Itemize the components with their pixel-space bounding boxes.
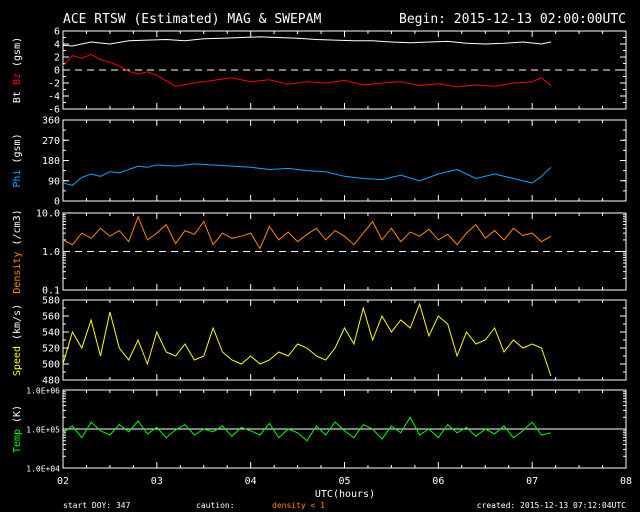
y-axis-label-part: Phi <box>12 170 23 188</box>
y-tick-label-density: 10.0 <box>36 209 60 220</box>
x-tick-label: 07 <box>526 476 538 487</box>
x-tick-label: 02 <box>57 476 69 487</box>
y-axis-label-speed: Speed (km/s) <box>12 304 23 376</box>
y-axis-label-mag: Bt Bz (gsm) <box>12 37 23 103</box>
y-tick-label-mag: 0 <box>54 66 60 77</box>
chart-panels: -6 -4 -2 0 2 4 6 Bt Bz (gsm) 0 90 180 270 360 Phi (gs… <box>12 27 627 474</box>
y-tick-label-speed: 480 <box>42 376 60 387</box>
y-tick-label-temp: 1.0E+06 <box>26 387 60 396</box>
y-tick-label-temp: 1.0E+04 <box>26 465 60 474</box>
chart-title: ACE RTSW (Estimated) MAG & SWEPAM <box>63 12 321 27</box>
y-axis-label-phi: Phi (gsm) <box>12 133 23 187</box>
x-axis-label: UTC(hours) <box>315 489 375 500</box>
y-tick-label-speed: 540 <box>42 328 60 339</box>
series-line-density <box>62 215 552 250</box>
created-time: created: 2015-12-13 07:12:04UTC <box>477 501 626 510</box>
y-tick-label-phi: 0 <box>54 197 60 208</box>
y-tick-label-speed: 560 <box>42 312 60 323</box>
y-axis-label-part: (/cm3) <box>12 209 23 251</box>
series-line-bt <box>62 36 552 47</box>
panel-phi: 0 90 180 270 360 Phi (gsm) <box>12 116 627 208</box>
y-tick-label-temp: 1.0E+05 <box>26 426 60 435</box>
y-axis-label-part: (km/s) <box>12 304 23 346</box>
y-axis-label-part: (K) <box>12 405 23 429</box>
y-tick-label-phi: 360 <box>42 116 60 127</box>
y-tick-label-speed: 580 <box>42 296 60 307</box>
y-tick-label-speed: 500 <box>42 360 60 371</box>
series-line-temp <box>62 416 552 442</box>
x-tick-label: 08 <box>620 476 632 487</box>
panel-mag: -6 -4 -2 0 2 4 6 Bt Bz (gsm) <box>12 27 627 116</box>
y-tick-label-phi: 270 <box>42 136 60 147</box>
y-axis-label-part: Bz <box>12 73 23 85</box>
y-axis-label-part: Speed <box>12 346 23 376</box>
series-line-speed <box>62 302 552 377</box>
start-doy: start DOY: 347 <box>63 501 131 510</box>
begin-time: Begin: 2015-12-13 02:00:00UTC <box>399 12 626 27</box>
y-axis-label-temp: Temp (K) <box>12 405 23 453</box>
series-line-bz <box>62 53 552 88</box>
panel-frame-phi <box>62 119 627 202</box>
y-tick-label-mag: -6 <box>48 105 60 116</box>
x-tick-label: 03 <box>151 476 163 487</box>
panel-density: 0.1 1.0 10.0 Density (/cm3) <box>12 209 627 297</box>
y-tick-label-mag: 4 <box>54 40 60 51</box>
x-tick-label: 04 <box>245 476 257 487</box>
y-axis-label-part: (gsm) <box>12 133 23 169</box>
x-tick-label: 06 <box>432 476 444 487</box>
caution-label: caution: <box>196 501 235 510</box>
y-axis-label-part: Density <box>12 252 23 294</box>
y-tick-label-mag: -2 <box>48 79 60 90</box>
panel-speed: 480 500 520 540 560 580 Speed (km/s) <box>12 296 627 387</box>
y-tick-label-phi: 90 <box>48 176 60 187</box>
series-line-phi <box>62 163 552 186</box>
y-tick-label-mag: -4 <box>48 92 60 103</box>
y-tick-label-density: 1.0 <box>42 247 60 258</box>
y-axis-label-part: Bt <box>12 91 23 103</box>
y-tick-label-density: 0.1 <box>42 286 60 297</box>
y-tick-label-mag: 2 <box>54 53 60 64</box>
y-axis-label-density: Density (/cm3) <box>12 209 23 293</box>
y-axis-label-part: Temp <box>12 429 23 453</box>
x-tick-label: 05 <box>338 476 350 487</box>
panel-frame-speed <box>62 299 627 381</box>
y-axis-label-part: (gsm) <box>12 37 23 73</box>
density-caution-note: density < 1 <box>272 501 325 510</box>
y-tick-label-speed: 520 <box>42 344 60 355</box>
y-tick-label-phi: 180 <box>42 156 60 167</box>
x-axis: 02 03 04 05 06 07 08 <box>57 476 632 487</box>
y-tick-label-mag: 6 <box>54 27 60 38</box>
